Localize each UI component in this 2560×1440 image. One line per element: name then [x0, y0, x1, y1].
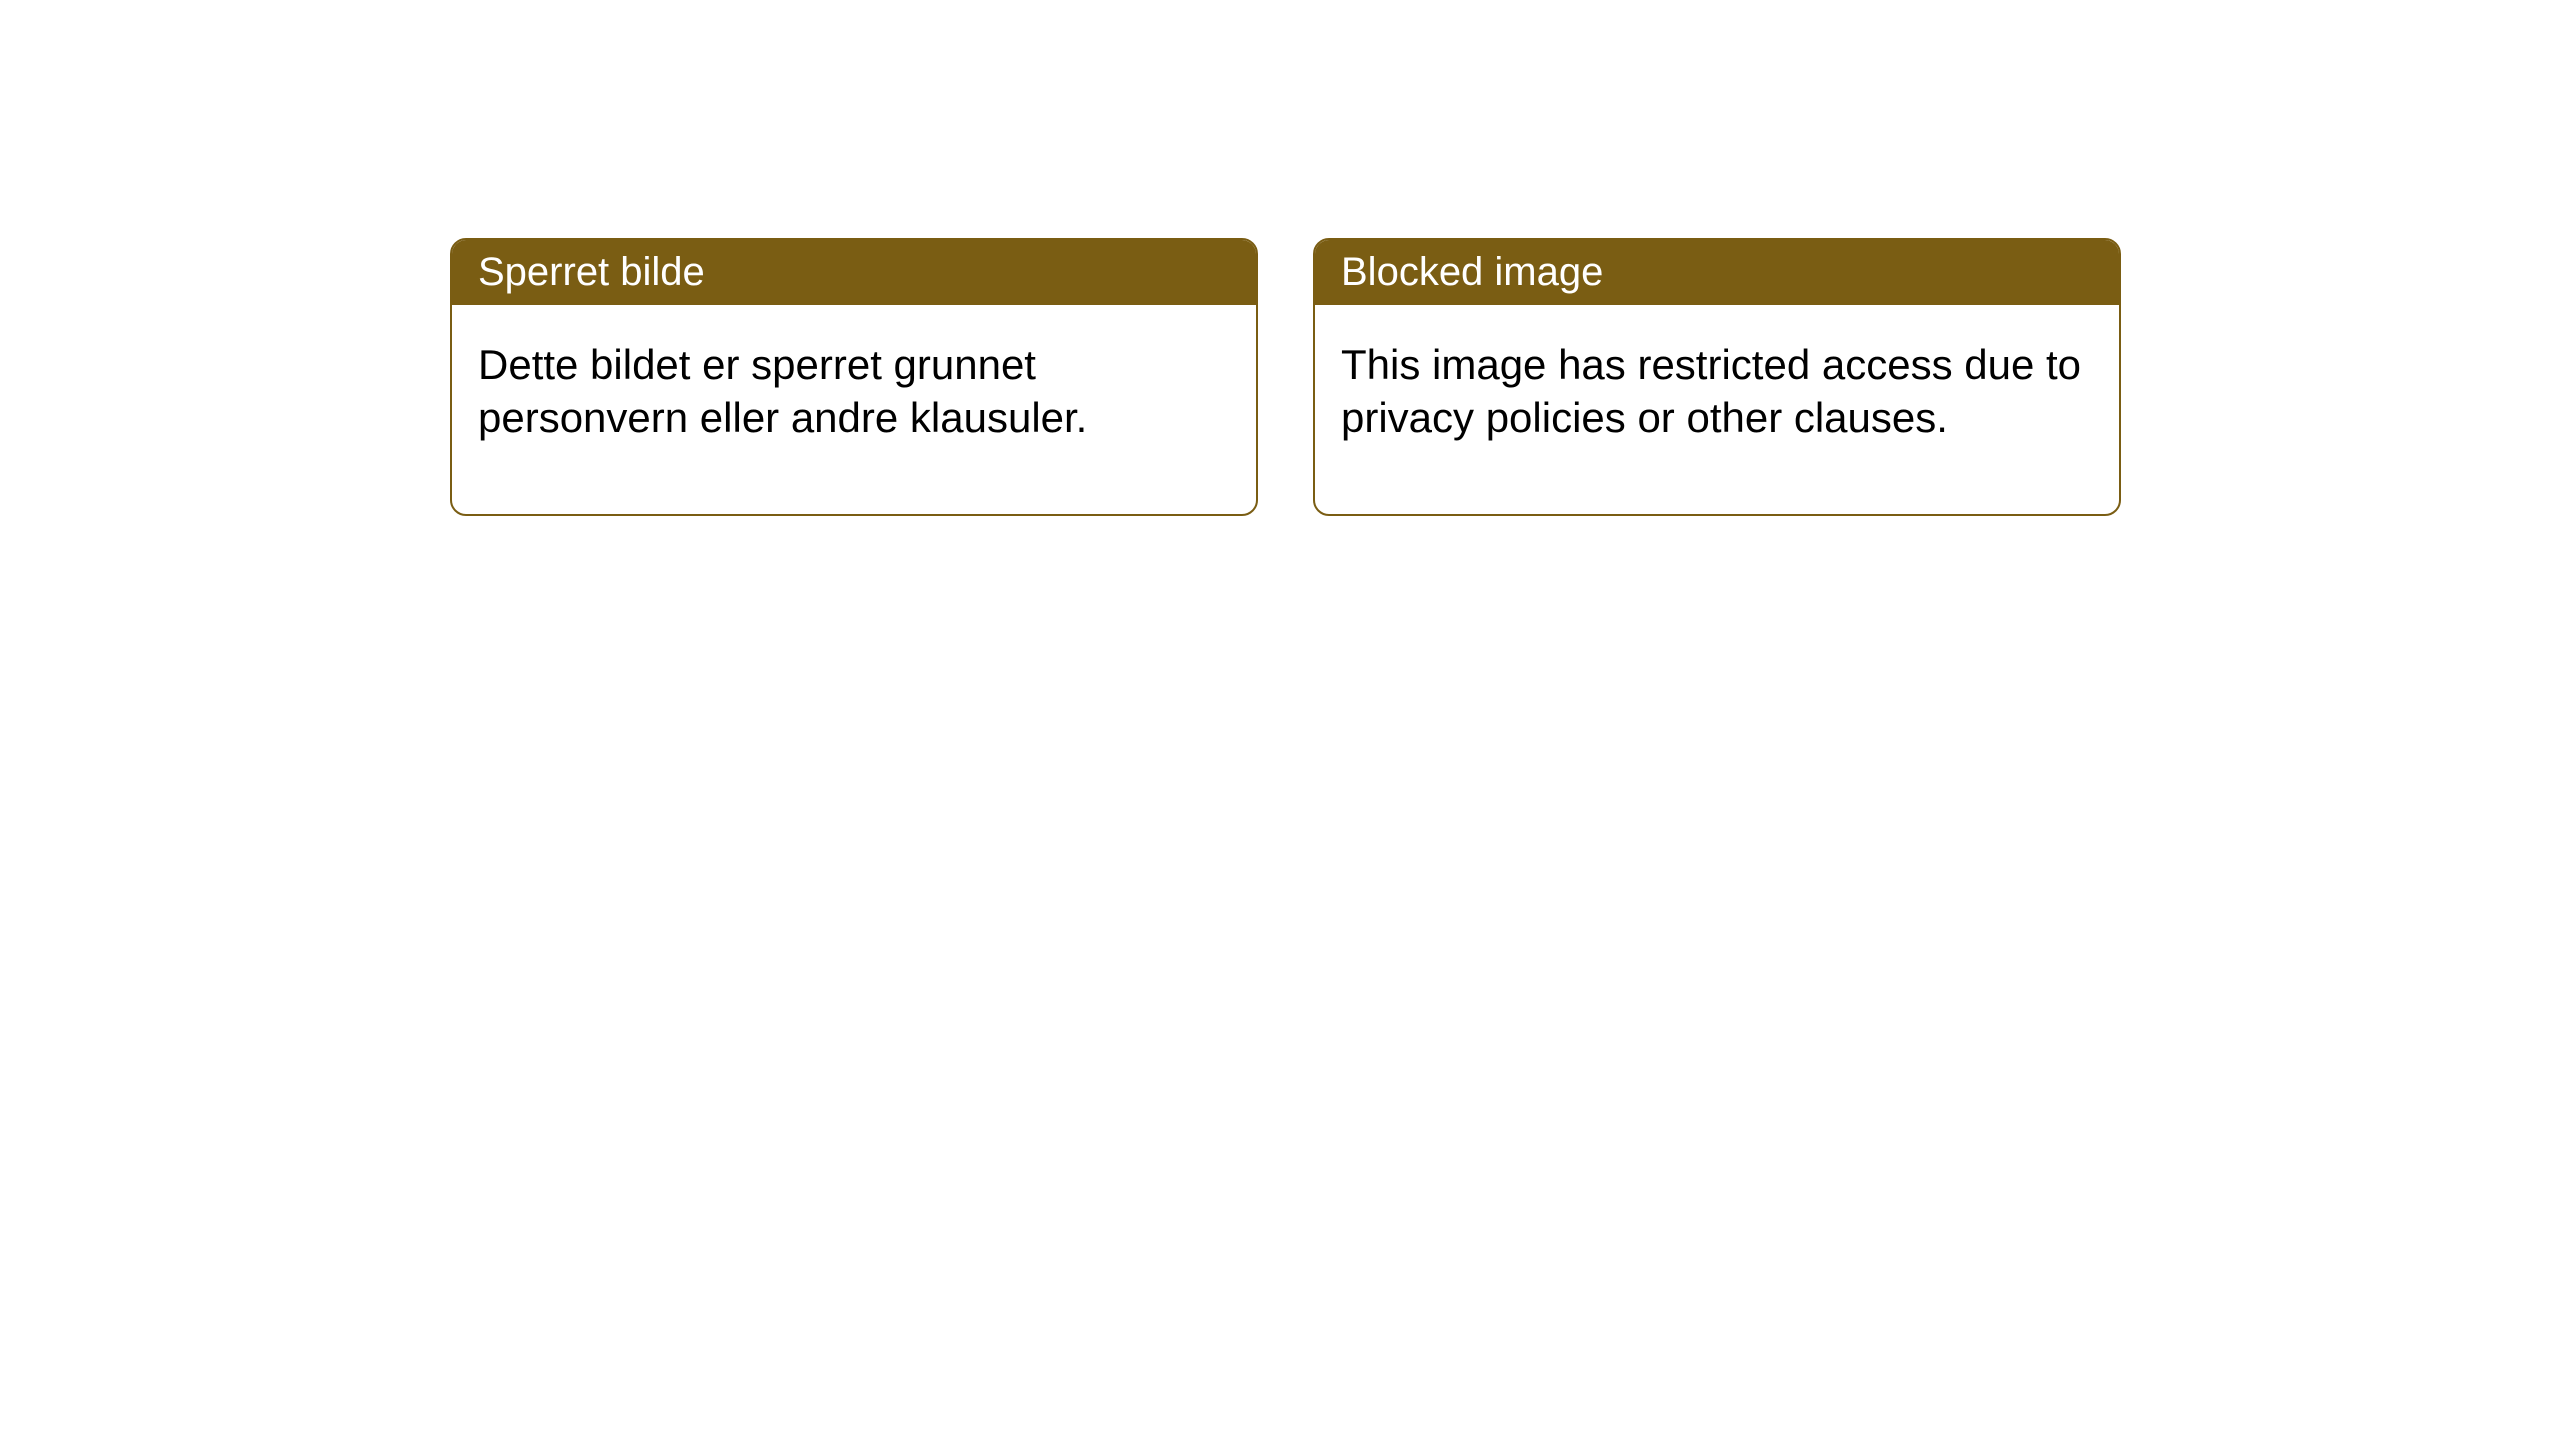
notice-card-body: This image has restricted access due to …	[1315, 305, 2119, 514]
notice-card-title: Blocked image	[1315, 240, 2119, 305]
notice-card-body: Dette bildet er sperret grunnet personve…	[452, 305, 1256, 514]
notice-container: Sperret bilde Dette bildet er sperret gr…	[450, 238, 2121, 516]
notice-card-english: Blocked image This image has restricted …	[1313, 238, 2121, 516]
notice-card-title: Sperret bilde	[452, 240, 1256, 305]
notice-card-norwegian: Sperret bilde Dette bildet er sperret gr…	[450, 238, 1258, 516]
